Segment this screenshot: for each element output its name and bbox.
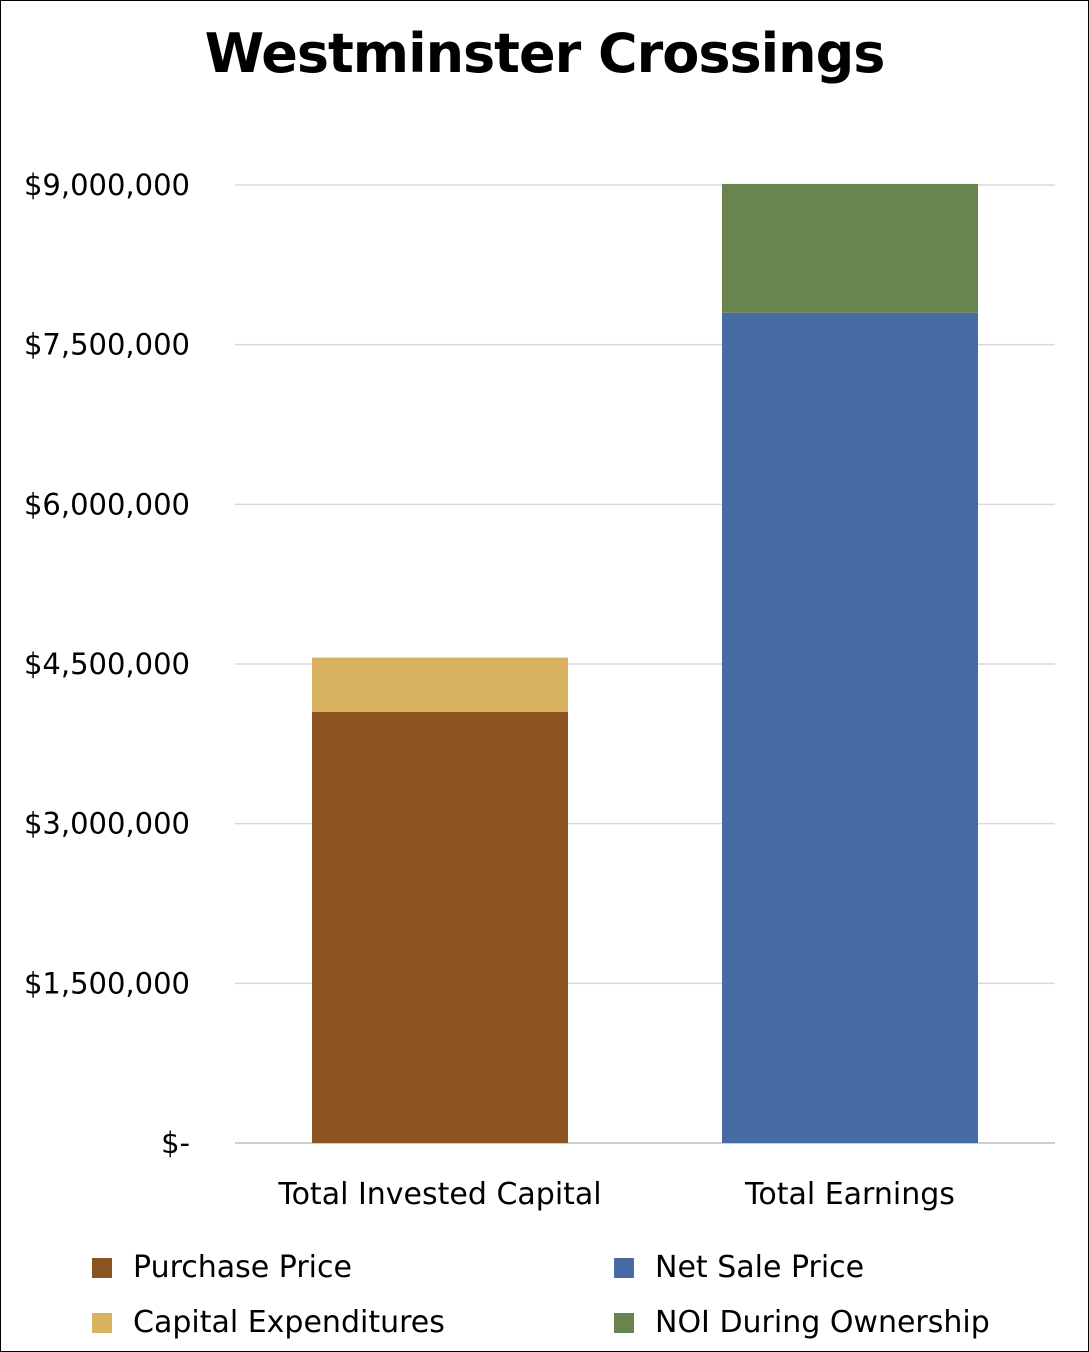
chart-title: Westminster Crossings [204,22,886,85]
bar-purchase-price-total-invested-capital [312,711,568,1143]
bar-noi-during-ownership-total-earnings [722,183,978,313]
y-tick-label: $7,500,000 [24,328,190,362]
y-tick-label: $3,000,000 [24,807,190,841]
y-tick-label: $9,000,000 [24,168,190,202]
x-tick-label-total-invested-capital: Total Invested Capital [277,1177,601,1212]
bar-capital-expenditures-total-invested-capital [312,657,568,712]
bar-net-sale-price-total-earnings [722,312,978,1143]
y-tick-label: $6,000,000 [24,487,190,521]
y-tick-label: $- [161,1126,190,1160]
y-tick-label: $4,500,000 [24,647,190,681]
x-tick-label-total-earnings: Total Earnings [744,1177,955,1212]
y-tick-label: $1,500,000 [24,966,190,1000]
